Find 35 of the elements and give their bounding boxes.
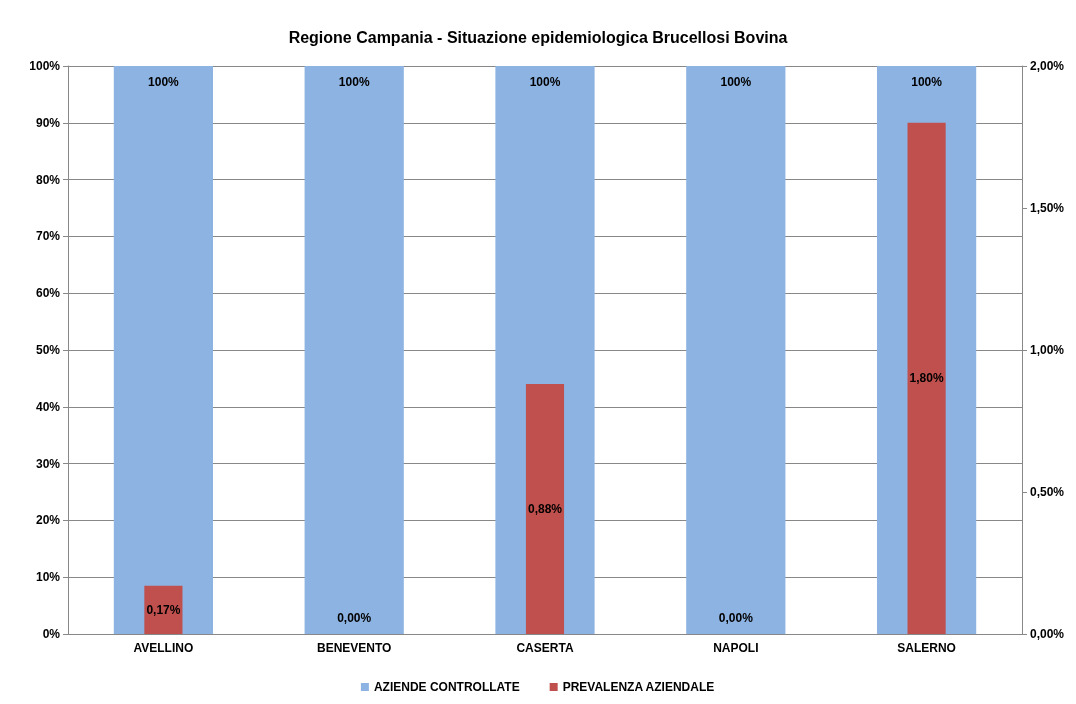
data-label: 100%: [148, 75, 180, 89]
x-tick-label: SALERNO: [897, 641, 956, 655]
data-label: 100%: [911, 75, 943, 89]
x-tick-label: BENEVENTO: [316, 641, 392, 655]
y2-tick-label: 1,00%: [1030, 343, 1065, 357]
y-tick-label: 40%: [35, 399, 61, 414]
y2-tick-label: 2,00%: [1030, 59, 1065, 73]
bar: [525, 384, 565, 634]
chart-title: Regione Campania - Situazione epidemiologica Brucellosi Bovina: [288, 28, 788, 46]
y-tick-label: 0%: [42, 627, 61, 641]
y-tick-label: 90%: [35, 115, 61, 130]
data-label: 0,00%: [337, 611, 372, 625]
legend-label: PREVALENZA AZIENDALE: [562, 680, 715, 694]
y-tick-label: 60%: [35, 286, 61, 301]
data-label: 1,80%: [909, 371, 944, 386]
y-tick-label: 100%: [29, 59, 61, 73]
y2-tick-label: 1,50%: [1030, 201, 1065, 215]
x-tick-label: AVELLINO: [133, 641, 194, 655]
data-label: 0,88%: [527, 502, 563, 517]
x-tick-label: CASERTA: [516, 641, 574, 655]
y2-tick-label: 0,00%: [1030, 627, 1065, 641]
legend-label: AZIENDE CONTROLLATE: [373, 680, 520, 694]
data-label: 0,17%: [146, 602, 181, 617]
x-tick-label: NAPOLI: [713, 641, 759, 655]
y2-tick-label: 0,50%: [1030, 485, 1065, 499]
data-label: 100%: [529, 75, 561, 89]
y-tick-label: 10%: [35, 570, 61, 585]
y-tick-label: 70%: [35, 229, 61, 244]
data-label: 100%: [338, 75, 370, 89]
data-label: 100%: [720, 75, 752, 89]
y-tick-label: 50%: [35, 343, 61, 357]
y-tick-label: 20%: [35, 513, 61, 528]
y-tick-label: 30%: [35, 456, 61, 471]
y-tick-label: 80%: [35, 172, 61, 187]
data-label: 0,00%: [718, 611, 754, 625]
